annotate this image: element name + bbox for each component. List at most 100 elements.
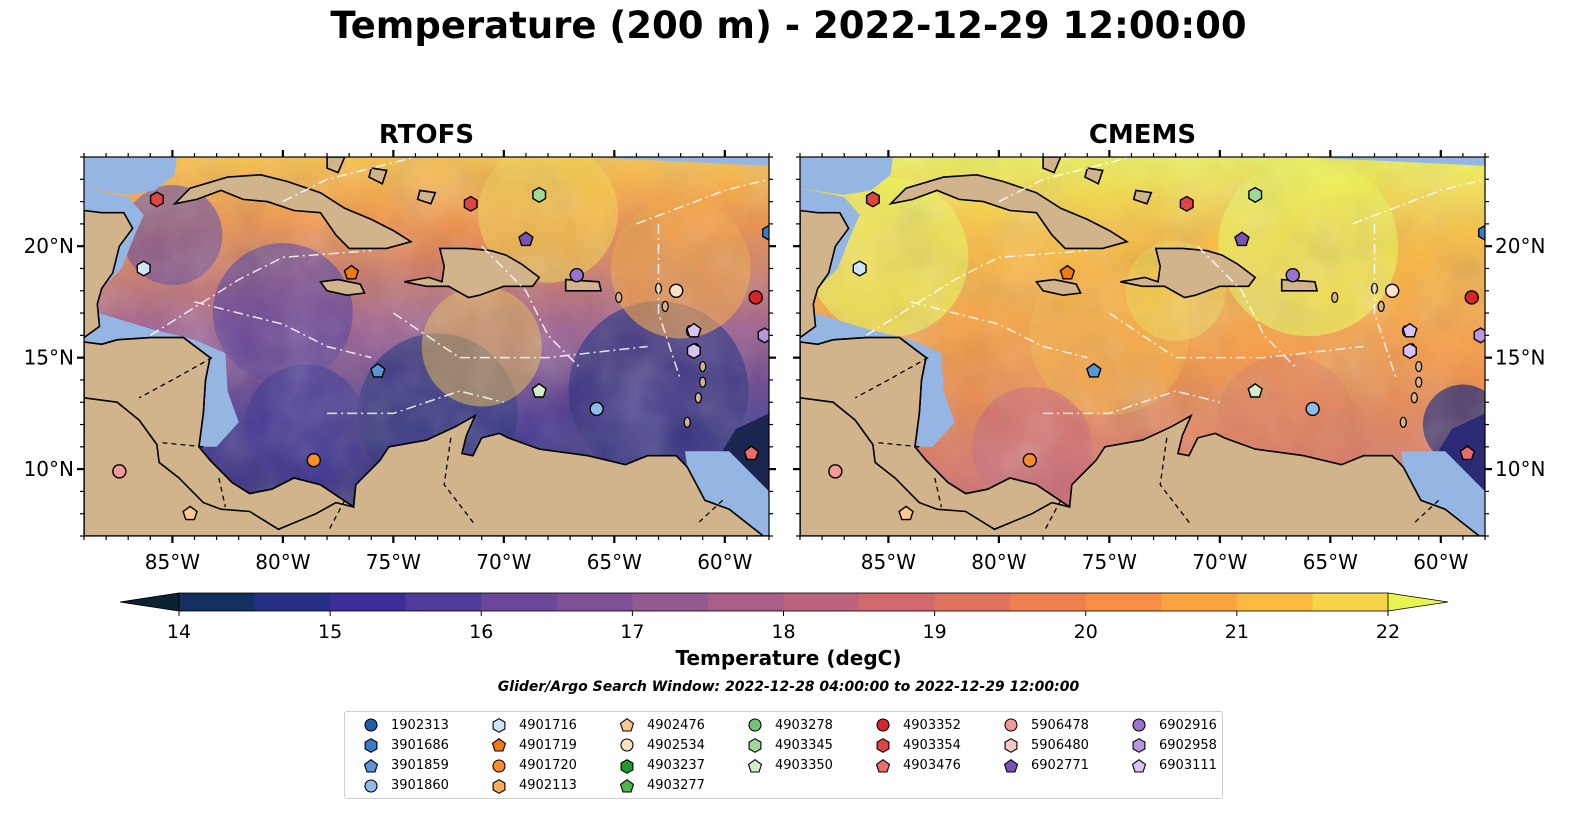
legend-label: 4902113 bbox=[519, 778, 577, 794]
legend-entry: 4902113 bbox=[491, 776, 577, 796]
float-marker bbox=[306, 453, 322, 468]
float-marker bbox=[112, 464, 127, 479]
legend-marker-icon bbox=[876, 738, 890, 754]
float-marker bbox=[532, 186, 547, 204]
float-marker bbox=[743, 445, 760, 461]
float-marker bbox=[182, 505, 198, 521]
float-marker bbox=[589, 401, 604, 417]
float-marker bbox=[1402, 322, 1418, 338]
legend-label: 6902771 bbox=[1031, 758, 1089, 774]
legend-label: 1902313 bbox=[391, 717, 449, 733]
float-marker bbox=[1477, 224, 1485, 241]
legend-marker-icon bbox=[364, 779, 378, 793]
lon-tick-label: 70°W bbox=[476, 550, 531, 574]
lon-tick-label: 80°W bbox=[971, 550, 1026, 574]
float-legend: 1902313 3901686 3901859 3901860 4901716 49017… bbox=[344, 711, 1223, 799]
legend-label: 3901859 bbox=[391, 758, 449, 774]
legend-label: 4902476 bbox=[647, 717, 705, 733]
float-marker bbox=[531, 382, 547, 398]
float-marker bbox=[1384, 283, 1400, 298]
colorbar-segment bbox=[254, 593, 331, 611]
colorbar-tick-label: 19 bbox=[923, 621, 947, 643]
legend-entry: 3901686 bbox=[363, 735, 449, 755]
legend-marker-icon bbox=[620, 738, 634, 752]
legend-label: 4903354 bbox=[903, 737, 961, 753]
legend-entry: 4903352 bbox=[875, 715, 961, 735]
legend-marker-icon bbox=[492, 718, 506, 733]
legend-label: 4901719 bbox=[519, 737, 577, 753]
colorbar-tick-label: 17 bbox=[620, 621, 644, 643]
legend-label: 4901720 bbox=[519, 758, 577, 774]
legend-marker-icon bbox=[364, 718, 378, 732]
float-marker bbox=[686, 342, 701, 360]
legend-marker-icon bbox=[1004, 738, 1018, 754]
legend-marker-icon bbox=[619, 778, 635, 793]
float-marker bbox=[569, 267, 584, 283]
lat-tick-label: 15°N bbox=[1495, 346, 1545, 370]
legend-entry: 4903237 bbox=[619, 756, 705, 776]
colorbar-segment bbox=[783, 593, 860, 611]
float-marker bbox=[898, 505, 914, 521]
float-marker bbox=[343, 264, 360, 280]
colorbar-segment bbox=[1085, 593, 1162, 611]
legend-entry: 5906480 bbox=[1003, 735, 1089, 755]
colorbar-segment bbox=[1161, 593, 1238, 611]
lat-tick-label: 15°N bbox=[24, 346, 74, 370]
search-window-text: Glider/Argo Search Window: 2022-12-28 04… bbox=[497, 679, 1080, 695]
legend-marker-icon bbox=[491, 738, 507, 752]
float-marker bbox=[463, 195, 478, 212]
figure-title: Temperature (200 m) - 2022-12-29 12:00:0… bbox=[330, 4, 1247, 47]
legend-entry: 4902476 bbox=[619, 715, 705, 735]
legend-label: 4903345 bbox=[775, 737, 833, 753]
float-marker bbox=[149, 191, 164, 208]
legend-label: 6902958 bbox=[1159, 737, 1217, 753]
colorbar-extend-low bbox=[119, 592, 180, 612]
colorbar-segment bbox=[1236, 593, 1314, 611]
colorbar-segment bbox=[481, 593, 558, 611]
colorbar: 14 15 16 17 18 19 20 21 22 bbox=[119, 592, 1449, 643]
float-marker bbox=[1402, 342, 1417, 360]
legend-entry: 4903345 bbox=[747, 735, 833, 755]
float-marker bbox=[686, 322, 702, 338]
lat-tick-label: 10°N bbox=[24, 457, 74, 481]
legend-entry: 5906478 bbox=[1003, 715, 1089, 735]
legend-label: 4901716 bbox=[519, 717, 577, 733]
float-marker bbox=[1086, 362, 1102, 378]
float-marker bbox=[1179, 195, 1194, 212]
legend-label: 6903111 bbox=[1159, 758, 1217, 774]
legend-entry: 4903278 bbox=[747, 715, 833, 735]
lon-tick-label: 65°W bbox=[587, 550, 642, 574]
legend-marker-icon bbox=[620, 758, 634, 774]
float-marker bbox=[1234, 231, 1250, 247]
colorbar-segment bbox=[934, 593, 1011, 611]
legend-label: 4903277 bbox=[647, 778, 705, 794]
lon-tick-label: 75°W bbox=[1082, 550, 1137, 574]
legend-entry: 4901720 bbox=[491, 756, 577, 776]
legend-marker-icon bbox=[1132, 738, 1146, 754]
legend-label: 3901860 bbox=[391, 778, 449, 794]
colorbar-segment bbox=[330, 593, 407, 611]
legend-marker-icon bbox=[748, 718, 762, 732]
float-marker bbox=[370, 362, 386, 378]
lat-tick-label: 10°N bbox=[1495, 457, 1545, 481]
colorbar-tick-label: 18 bbox=[771, 621, 795, 643]
legend-label: 4903350 bbox=[775, 758, 833, 774]
legend-entry: 4903354 bbox=[875, 735, 961, 755]
float-marker bbox=[1473, 327, 1485, 344]
lon-tick-label: 85°W bbox=[861, 550, 916, 574]
legend-label: 5906478 bbox=[1031, 717, 1089, 733]
legend-marker-icon bbox=[363, 758, 379, 773]
colorbar-segment bbox=[1312, 593, 1389, 611]
legend-label: 4903278 bbox=[775, 717, 833, 733]
float-marker bbox=[1248, 186, 1263, 204]
colorbar-segment bbox=[707, 593, 785, 611]
legend-marker-icon bbox=[1132, 718, 1146, 732]
legend-entry: 3901859 bbox=[363, 756, 449, 776]
legend-entry: 4903277 bbox=[619, 776, 705, 796]
legend-entry: 4903476 bbox=[875, 756, 961, 776]
colorbar-tick-label: 20 bbox=[1074, 621, 1098, 643]
lon-tick-label: 60°W bbox=[1413, 550, 1468, 574]
legend-entry: 4902534 bbox=[619, 735, 705, 755]
float-marker bbox=[668, 283, 684, 298]
